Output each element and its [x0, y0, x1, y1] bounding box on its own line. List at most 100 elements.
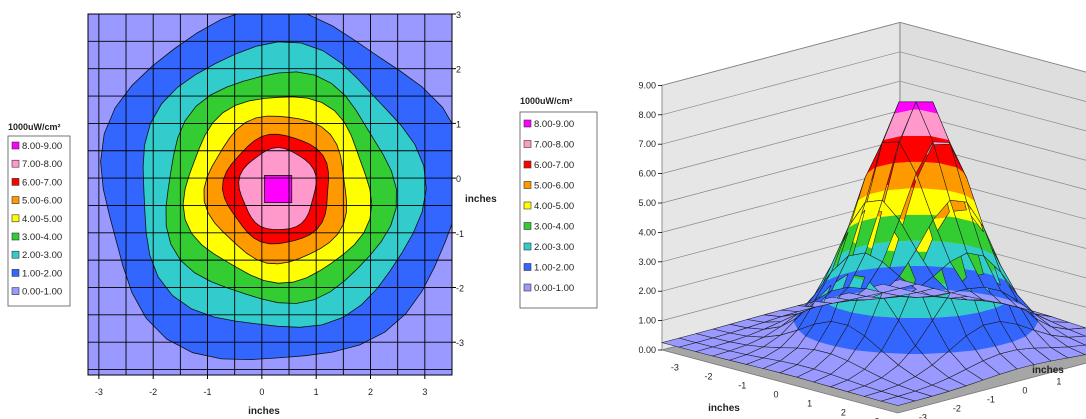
surface-legend-label: 5.00-6.00	[534, 181, 574, 192]
contour-x-tick-label: -1	[204, 387, 212, 397]
surface-band-patch	[912, 101, 920, 110]
contour-legend-swatch	[11, 196, 20, 204]
surface-band-patch	[747, 314, 781, 323]
contour-y-tick-label: 3	[456, 10, 461, 20]
contour-legend-swatch	[11, 159, 20, 168]
surface-legend-label: 2.00-3.00	[534, 242, 574, 253]
surface-band-patch	[984, 287, 1011, 301]
surface-band-patch	[949, 335, 976, 353]
surface-band-patch	[1012, 336, 1034, 350]
surface-band-patch	[780, 321, 798, 336]
surface-z-tick-label: 1.00	[638, 316, 656, 326]
surface-band-patch	[1034, 313, 1069, 330]
contour-y-tick-label: -3	[456, 338, 464, 348]
contour-legend-label: 6.00-7.00	[22, 177, 62, 188]
surface-band-patch	[805, 321, 831, 342]
surface-band-patch	[1000, 321, 1026, 342]
contour-legend-label: 1.00-2.00	[22, 268, 62, 279]
surface-band-patch	[746, 326, 781, 338]
surface-chart: 9.00 8.00 7.00 6.00 5.00 4.00 3.00 2.00 1.00 0.00…	[519, 21, 1086, 419]
surface-band-patch	[919, 109, 949, 140]
surface-band-patch	[1034, 330, 1068, 348]
surface-legend-label: 0.00-1.00	[534, 283, 574, 294]
contour-legend-swatch	[11, 287, 20, 295]
surface-legend-swatch	[523, 283, 532, 292]
surface-band-patch	[864, 352, 899, 378]
surface-x-tick-label: -2	[705, 372, 713, 382]
surface-legend-swatch	[523, 201, 532, 210]
surface-legend-swatch	[523, 222, 532, 230]
surface-band-patch	[956, 167, 975, 201]
surface-band-patch	[865, 267, 900, 292]
surface-band-patch	[1068, 327, 1086, 337]
surface-band-patch	[909, 161, 923, 174]
surface-band-patch	[822, 287, 849, 301]
surface-x-tick-label: 0	[773, 390, 778, 400]
surface-band-patch	[975, 270, 1001, 291]
contour-legend-swatch	[11, 269, 20, 277]
surface-z-tick-label: 0.00	[638, 345, 656, 355]
surface-band-patch	[1068, 345, 1086, 355]
surface-band-patch	[814, 302, 836, 325]
surface-band-patch	[957, 288, 972, 293]
surface-band-patch	[730, 319, 764, 328]
surface-band-patch	[967, 299, 1002, 304]
surface-band-patch	[830, 346, 855, 361]
contour-y-tick-label: 0	[456, 174, 461, 184]
surface-band-patch	[848, 194, 868, 228]
surface-band-patch	[898, 354, 933, 377]
surface-band-patch	[798, 324, 815, 337]
surface-band-patch	[832, 236, 847, 270]
surface-y-tick-label: -3	[919, 413, 927, 419]
surface-band-patch	[1025, 329, 1051, 348]
surface-band-patch	[796, 369, 831, 382]
contour-y-tick-label: -2	[456, 283, 464, 293]
surface-mesh-cell	[660, 337, 697, 348]
surface-band-patch	[983, 321, 1013, 347]
surface-band-patch	[911, 240, 922, 250]
surface-band-patch	[712, 341, 747, 351]
surface-band-patch	[818, 321, 848, 347]
surface-band-patch	[797, 336, 819, 350]
contour-legend-label: 8.00-9.00	[22, 141, 62, 152]
contour-x-tick-labels: -3 -2 -1 0 1 2 3	[95, 375, 427, 397]
contour-y-tick-labels: 3 2 1 0 -1 -2 -3	[452, 10, 464, 348]
surface-band-patch	[950, 296, 985, 300]
contour-legend-label: 0.00-1.00	[22, 287, 62, 298]
surface-y-tick-label: 0	[1022, 386, 1027, 396]
surface-band-patch	[780, 329, 806, 348]
surface-band-patch	[763, 330, 798, 348]
surface-band-patch	[901, 109, 931, 136]
surface-band-patch	[978, 307, 1001, 326]
surface-band-patch	[878, 261, 889, 268]
surface-band-patch	[763, 313, 798, 323]
surface-band-patch	[763, 347, 798, 361]
surface-y-tick-label: -1	[987, 395, 995, 405]
surface-band-patch	[1017, 324, 1034, 337]
surface-gridline	[661, 22, 1086, 86]
surface-band-patch	[729, 336, 764, 345]
contour-y-tick-label: -1	[456, 229, 464, 239]
surface-legend-label: 6.00-7.00	[534, 160, 574, 171]
surface-z-tick-label: 5.00	[638, 198, 656, 208]
surface-band-patch	[856, 252, 883, 271]
surface-band-patch	[888, 266, 906, 277]
surface-x-axis-title: inches	[708, 403, 740, 414]
surface-band-patch	[850, 217, 877, 249]
surface-band-patch	[981, 248, 1001, 272]
surface-band-patch	[1051, 335, 1085, 347]
surface-legend-swatch	[523, 119, 532, 128]
surface-x-tick-label: 3	[875, 417, 880, 419]
surface-band-patch	[898, 376, 932, 392]
surface-band-patch	[879, 350, 884, 353]
contour-y-tick-label: 1	[456, 119, 461, 129]
surface-band-patch	[930, 135, 950, 143]
surface-band-patch	[899, 284, 932, 318]
surface-band-patch	[932, 352, 966, 378]
surface-band-patch	[964, 194, 984, 228]
contour-legend-swatch	[11, 141, 20, 150]
surface-gridline	[661, 51, 1086, 116]
contour-legend-label: 4.00-5.00	[22, 214, 62, 225]
surface-z-tick-label: 4.00	[638, 227, 656, 237]
